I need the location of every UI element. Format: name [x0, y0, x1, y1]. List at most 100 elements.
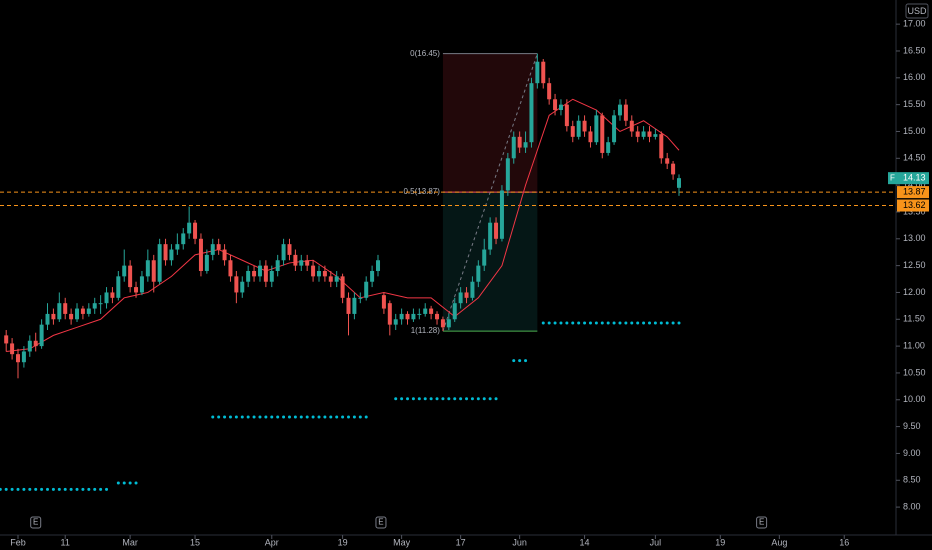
candle-body	[134, 287, 139, 293]
stop-dot	[341, 415, 345, 419]
y-tick-label: 14.00	[903, 180, 926, 190]
candle-body	[257, 265, 262, 277]
stop-dot	[659, 321, 663, 325]
h-line-label: 13.62	[903, 200, 926, 210]
event-label: E	[378, 518, 383, 527]
candle-body	[470, 281, 475, 298]
candle-body	[570, 126, 575, 137]
stop-dot	[453, 397, 457, 401]
stop-dot	[75, 487, 79, 491]
candle-body	[45, 313, 50, 325]
candle-body	[647, 131, 652, 137]
candle-body	[204, 254, 209, 271]
stop-dot	[116, 481, 120, 485]
candle-body	[128, 265, 133, 288]
x-tick-label: Mar	[122, 537, 138, 547]
candle-body	[340, 276, 345, 298]
candle-body	[381, 295, 386, 309]
candle-body	[33, 340, 38, 347]
stop-dot	[364, 415, 368, 419]
y-tick-label: 13.00	[903, 233, 926, 243]
candle-body	[576, 120, 581, 137]
h-line-tag	[897, 199, 929, 212]
stop-dot	[553, 321, 557, 325]
stop-dot	[99, 487, 103, 491]
stop-dot	[57, 487, 61, 491]
stop-dot	[40, 487, 44, 491]
h-line-label: 13.87	[903, 186, 926, 196]
stop-dot	[447, 397, 451, 401]
stop-dot	[240, 415, 244, 419]
x-tick-label: 19	[338, 537, 348, 547]
stop-dot	[606, 321, 610, 325]
stop-dot	[594, 321, 598, 325]
event-marker	[30, 516, 42, 529]
candle-body	[328, 276, 333, 282]
stop-dot	[276, 415, 280, 419]
candle-body	[352, 297, 357, 314]
y-tick-label: 9.50	[903, 421, 921, 431]
candle-body	[75, 308, 80, 320]
stop-dot	[4, 487, 8, 491]
stop-dot	[541, 321, 545, 325]
candle-body	[240, 281, 245, 293]
stop-dot	[223, 415, 227, 419]
candle-body	[63, 303, 68, 314]
stop-dot	[311, 415, 315, 419]
y-tick-label: 9.00	[903, 448, 921, 458]
stop-dot	[69, 487, 73, 491]
stop-dot	[34, 487, 38, 491]
stop-dot	[636, 321, 640, 325]
stop-dot	[488, 397, 492, 401]
stop-dot	[87, 487, 91, 491]
candle-body	[582, 120, 587, 132]
stop-dot	[565, 321, 569, 325]
candle-body	[558, 104, 563, 111]
candle-body	[163, 244, 168, 261]
candle-body	[600, 115, 605, 153]
stop-dot	[81, 487, 85, 491]
stop-dot	[518, 359, 522, 363]
candle-body	[364, 281, 369, 298]
candle-body	[617, 104, 622, 116]
stop-dot	[22, 487, 26, 491]
stop-dot	[577, 321, 581, 325]
candle-body	[311, 265, 316, 277]
candle-body	[676, 178, 681, 188]
stop-dot	[423, 397, 427, 401]
stop-dot	[252, 415, 256, 419]
stop-dot	[612, 321, 616, 325]
stop-dot	[600, 321, 604, 325]
fib-upper-zone	[442, 53, 538, 193]
candle-body	[234, 276, 239, 293]
stop-dot	[317, 415, 321, 419]
candle-body	[69, 313, 74, 320]
y-tick-label: 16.50	[903, 45, 926, 55]
stop-dot	[63, 487, 67, 491]
x-tick-label: 11	[61, 537, 70, 547]
candle-body	[269, 270, 274, 282]
stop-dot	[588, 321, 592, 325]
candle-body	[334, 276, 339, 282]
candle-body	[145, 260, 150, 277]
candle-body	[535, 61, 540, 84]
candle-body	[423, 308, 428, 314]
candle-body	[263, 265, 268, 282]
stop-dot	[441, 397, 445, 401]
stop-dot	[429, 397, 433, 401]
fib-lower-zone	[442, 192, 538, 332]
stop-dot	[122, 481, 126, 485]
stop-dot	[299, 415, 303, 419]
stop-dot	[134, 481, 138, 485]
stop-dot	[470, 397, 474, 401]
candle-body	[228, 260, 233, 277]
candle-body	[588, 131, 593, 143]
candle-body	[122, 265, 127, 277]
stop-dot	[665, 321, 669, 325]
candle-body	[322, 270, 327, 277]
candle-body	[387, 303, 392, 325]
stop-dot	[234, 415, 238, 419]
candle-body	[505, 158, 510, 191]
stop-dot	[406, 397, 410, 401]
candle-body	[523, 142, 528, 148]
